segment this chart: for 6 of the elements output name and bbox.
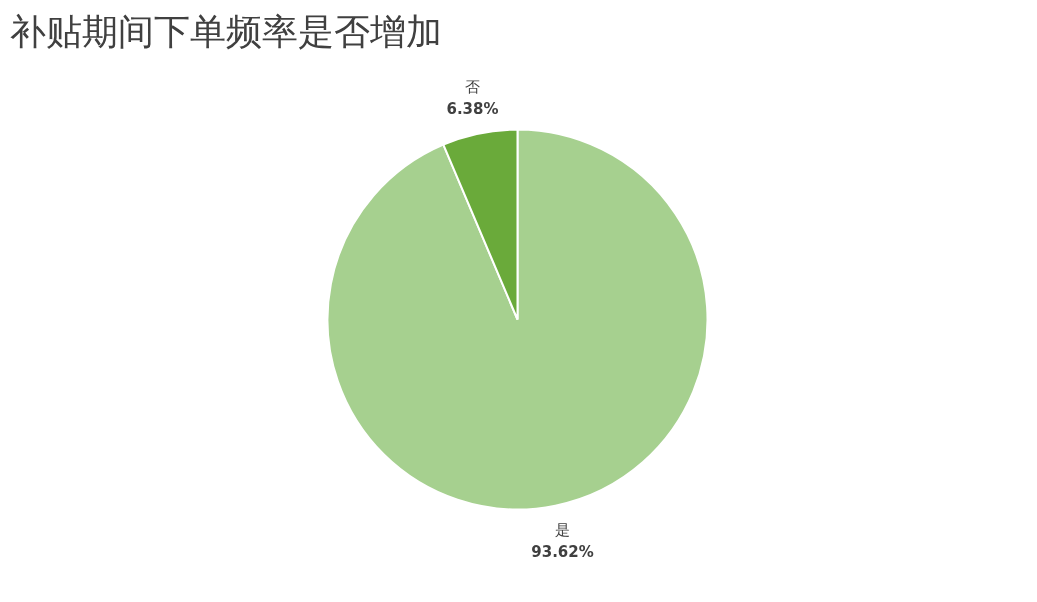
data-label: 93.62% — [531, 542, 594, 561]
pie-slice — [326, 128, 709, 511]
data-label: 6.38% — [446, 100, 499, 119]
slice-label: 是 — [555, 520, 570, 539]
slice-label: 否 — [465, 78, 480, 97]
chart-title: 补贴期间下单频率是否增加 — [10, 11, 442, 52]
